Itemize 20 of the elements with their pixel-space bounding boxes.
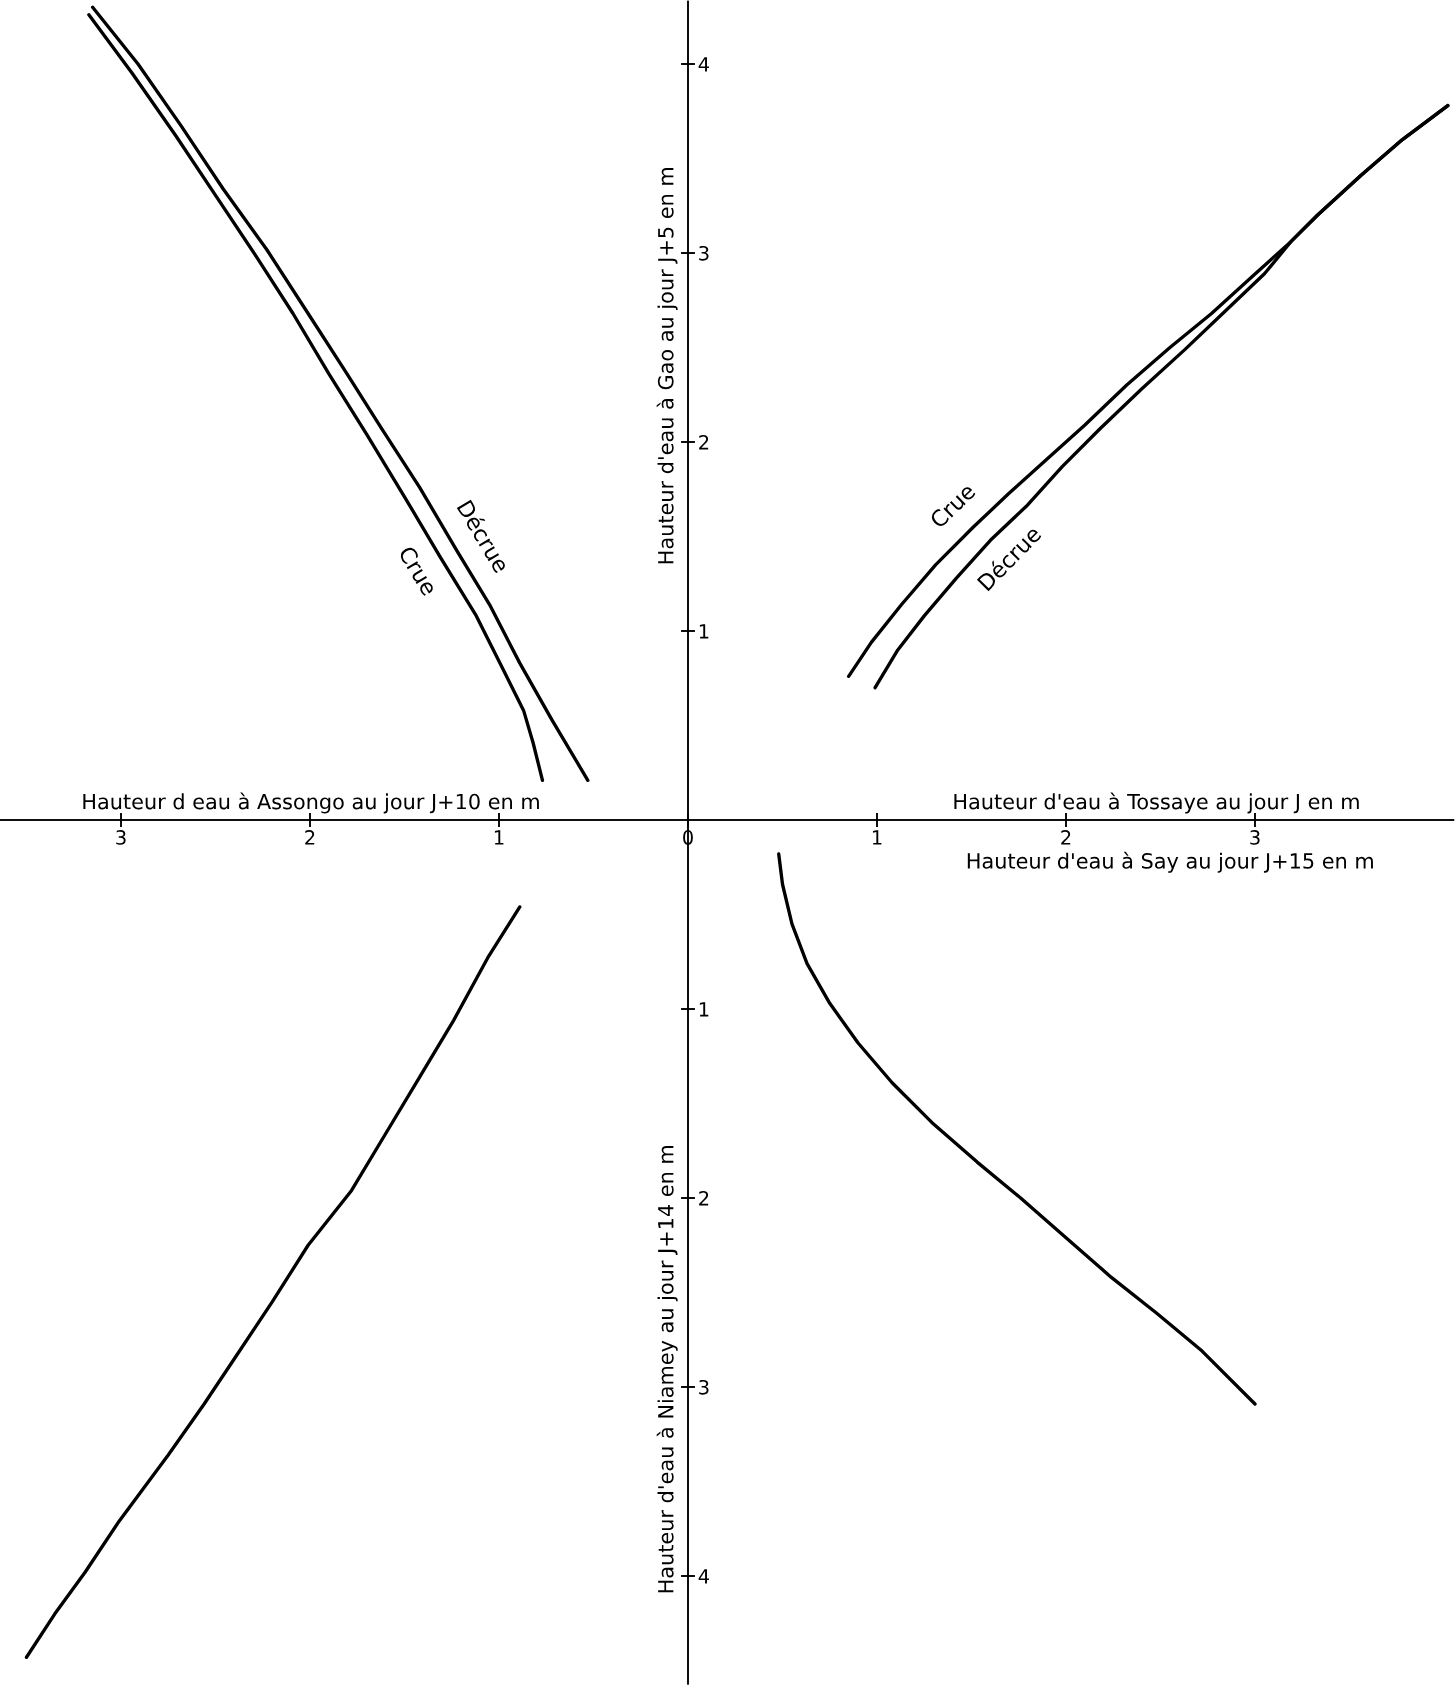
x-tick-label: 1: [494, 830, 504, 845]
y-tick-label: 4: [698, 57, 709, 72]
y-tick-label: 1: [699, 624, 709, 639]
line-series: [24, 905, 522, 1659]
x-tick-label: 2: [1061, 830, 1071, 845]
x-tick-label: 2: [305, 830, 315, 845]
x-tick-label: 3: [1250, 830, 1260, 845]
y-tick-label: 4: [698, 1569, 709, 1584]
y-axis-title: Hauteur d'eau à Niamey au jour J+14 en m: [656, 1146, 678, 1593]
x-axis-title: Hauteur d'eau à Tossaye au jour J en m: [954, 792, 1359, 814]
x-axis-title: Hauteur d eau à Assongo au jour J+10 en m: [83, 792, 539, 814]
y-tick-label: 2: [699, 1190, 709, 1206]
y-tick-label: 2: [699, 434, 709, 450]
x-tick-label: 1: [872, 830, 882, 845]
x-tick-label: 3: [116, 830, 126, 845]
y-tick-label: 3: [699, 245, 709, 261]
y-tick-label: 1: [699, 1002, 709, 1017]
y-tick-label: 3: [699, 1379, 709, 1395]
y-axis-title: Hauteur d'eau à Gao au jour J+5 en m: [656, 168, 678, 564]
x-axis-title: Hauteur d'eau à Say au jour J+15 en m: [967, 851, 1373, 873]
